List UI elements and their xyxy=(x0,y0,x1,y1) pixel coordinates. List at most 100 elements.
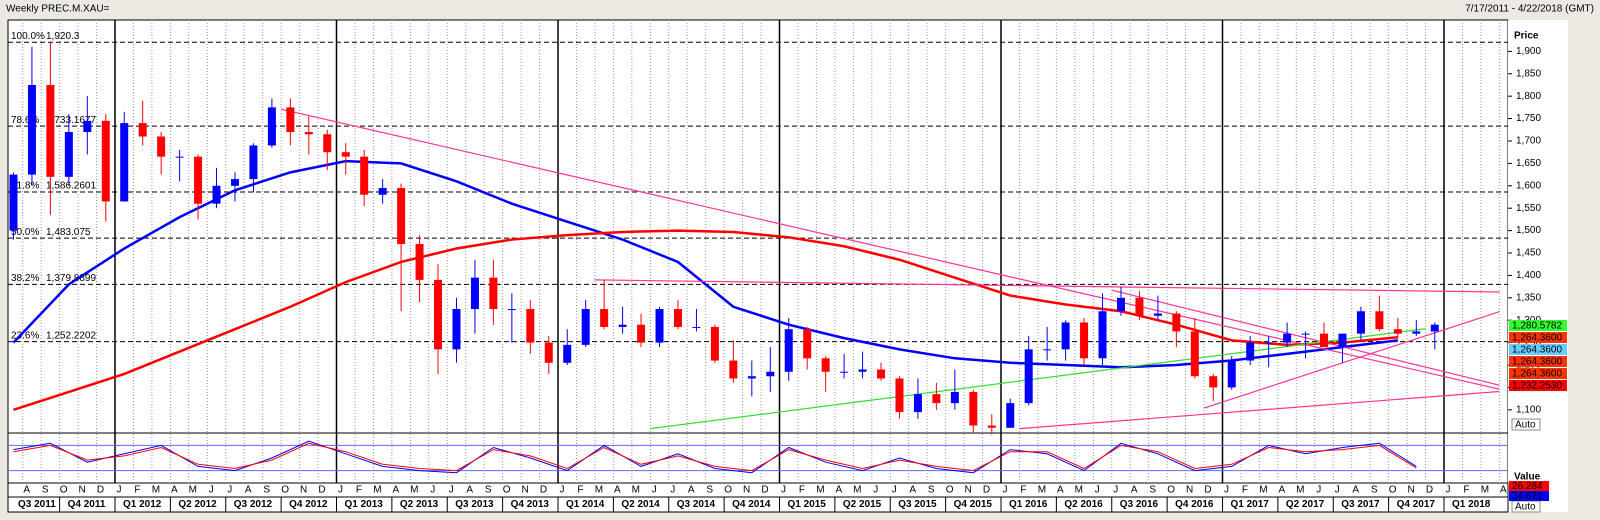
candle-body xyxy=(655,309,664,343)
month-label: J xyxy=(1003,485,1008,496)
price-tag-label: 1,264.3600 xyxy=(1512,333,1562,344)
candle-body xyxy=(618,324,627,327)
candle-body xyxy=(1098,311,1107,359)
month-label: F xyxy=(799,485,805,496)
price-tag-label: 1,264.3600 xyxy=(1512,369,1562,380)
month-label: N xyxy=(300,485,307,496)
y-tick-label: 1,800 xyxy=(1516,91,1541,102)
month-label: M xyxy=(853,485,861,496)
candle-body xyxy=(323,134,332,153)
candle-body xyxy=(766,371,775,377)
month-label: N xyxy=(743,485,750,496)
month-label: A xyxy=(909,485,916,496)
auto-label[interactable]: Auto xyxy=(1515,502,1536,513)
price-tag xyxy=(1509,356,1567,367)
quarter-label: Q1 2017 xyxy=(1231,499,1270,510)
quarter-label: Q3 2015 xyxy=(898,499,937,510)
candle-body xyxy=(858,369,867,372)
quarter-label: Q1 2012 xyxy=(123,499,162,510)
month-label: M xyxy=(189,485,197,496)
month-label: J xyxy=(1316,485,1321,496)
month-label: A xyxy=(1279,485,1286,496)
fib-value: 1,483.075 xyxy=(46,227,91,238)
month-label: J xyxy=(1095,485,1100,496)
month-label: D xyxy=(761,485,768,496)
month-label: J xyxy=(430,485,435,496)
candle-body xyxy=(64,132,73,177)
month-label: M xyxy=(1296,485,1304,496)
candle-body xyxy=(489,277,498,310)
y-tick-label: 1,550 xyxy=(1516,203,1541,214)
candle-body xyxy=(249,145,258,180)
month-label: J xyxy=(560,485,565,496)
quarter-label: Q3 2011 xyxy=(18,499,56,510)
candle-body xyxy=(1356,311,1365,334)
candle-body xyxy=(877,369,886,379)
candle-body xyxy=(1061,322,1070,350)
month-label: D xyxy=(540,485,547,496)
month-label: S xyxy=(706,485,713,496)
osc-tag-label: 26.284 xyxy=(1512,481,1543,492)
month-label: A xyxy=(688,485,695,496)
auto-button[interactable] xyxy=(1511,418,1541,431)
quarter-label: Q2 2012 xyxy=(178,499,217,510)
fib-label: 78.6% xyxy=(11,115,39,126)
month-label: D xyxy=(983,485,990,496)
y-tick-label: 1,650 xyxy=(1516,158,1541,169)
y-tick-label: 1,100 xyxy=(1516,404,1541,415)
candle-body xyxy=(950,391,959,404)
month-label: J xyxy=(781,485,786,496)
month-label: N xyxy=(1186,485,1193,496)
candle-body xyxy=(1301,333,1310,335)
month-label: A xyxy=(836,485,843,496)
month-label: J xyxy=(117,485,122,496)
candle-body xyxy=(230,179,239,186)
quarter-label: Q3 2012 xyxy=(234,499,273,510)
quarter-label: Q2 2014 xyxy=(621,499,660,510)
month-label: J xyxy=(670,485,675,496)
candle-body xyxy=(415,244,424,280)
fib-value: 1,379.8899 xyxy=(46,273,96,284)
quarter-label: Q1 2013 xyxy=(345,499,384,510)
candle-body xyxy=(1430,324,1439,332)
month-label: O xyxy=(281,485,289,496)
month-label: D xyxy=(1426,485,1433,496)
price-tag-label: 1,264.3600 xyxy=(1512,357,1562,368)
quarter-label: Q4 2016 xyxy=(1175,499,1214,510)
osc-axis-label: Value xyxy=(1514,472,1541,483)
month-label: A xyxy=(393,485,400,496)
quarter-label: Q3 2017 xyxy=(1341,499,1380,510)
candle-body xyxy=(563,344,572,363)
price-tag xyxy=(1509,320,1567,331)
month-label: N xyxy=(78,485,85,496)
month-label: A xyxy=(171,485,178,496)
candle-body xyxy=(120,123,129,202)
quarter-label: Q4 2011 xyxy=(68,499,106,510)
month-label: J xyxy=(209,485,214,496)
osc-tag xyxy=(1509,481,1549,491)
month-label: S xyxy=(42,485,49,496)
month-label: M xyxy=(373,485,381,496)
auto-label[interactable]: Auto xyxy=(1515,420,1536,431)
quarter-label: Q3 2016 xyxy=(1120,499,1159,510)
month-label: F xyxy=(577,485,583,496)
quarter-label: Q3 2014 xyxy=(677,499,716,510)
candle-body xyxy=(673,309,682,327)
fib-label: 100.0% xyxy=(11,31,45,42)
candle-body xyxy=(544,342,553,363)
candle-body xyxy=(286,107,295,133)
month-label: J xyxy=(652,485,657,496)
month-label: A xyxy=(466,485,473,496)
candle-body xyxy=(397,188,406,245)
quarter-label: Q4 2015 xyxy=(954,499,993,510)
month-label: M xyxy=(632,485,640,496)
chart-title: Weekly PREC.M.XAU= xyxy=(6,4,110,15)
month-label: O xyxy=(1389,485,1397,496)
month-label: A xyxy=(245,485,252,496)
month-label: D xyxy=(1204,485,1211,496)
price-tag xyxy=(1509,344,1567,355)
quarter-label: Q1 2016 xyxy=(1009,499,1048,510)
month-label: M xyxy=(1481,485,1489,496)
candle-body xyxy=(1375,311,1384,330)
candle-body xyxy=(1116,297,1125,312)
